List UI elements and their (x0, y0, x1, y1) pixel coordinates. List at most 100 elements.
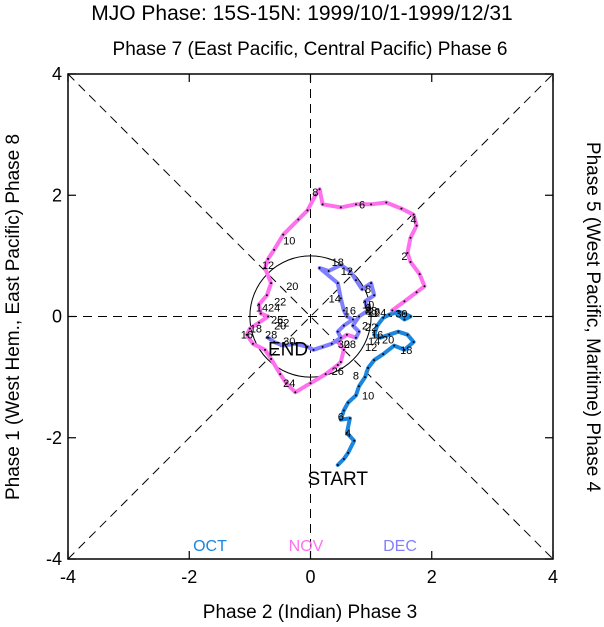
data-point (397, 310, 400, 313)
data-point (345, 333, 348, 336)
data-point (339, 418, 342, 421)
data-point (267, 315, 270, 318)
data-point (373, 359, 376, 362)
data-point (412, 340, 415, 343)
data-point (248, 327, 251, 330)
data-point (257, 303, 260, 306)
data-point (403, 348, 406, 351)
data-point (339, 336, 342, 339)
day-label: 12 (365, 342, 377, 354)
data-point (412, 213, 415, 216)
data-point (342, 324, 345, 327)
data-point (324, 373, 327, 376)
data-point (314, 194, 317, 197)
data-point (385, 201, 388, 204)
unit-circle (249, 255, 372, 378)
day-label: 28 (344, 339, 356, 351)
day-label: 6 (365, 302, 371, 314)
right-phase-label: Phase 5 (West Pacific, Maritime) Phase 4 (582, 142, 603, 493)
data-point (336, 464, 339, 467)
day-label: 18 (400, 345, 412, 357)
data-point (342, 457, 345, 460)
data-point (348, 417, 351, 420)
data-point (415, 224, 418, 227)
day-label: 14 (368, 336, 380, 348)
data-point (388, 313, 391, 316)
data-point (403, 312, 406, 315)
data-point (336, 282, 339, 285)
data-point (393, 344, 396, 347)
legend-item-nov: NOV (289, 538, 324, 555)
day-label: 2 (362, 321, 368, 333)
day-label: 30 (395, 308, 407, 320)
day-label: 16 (241, 330, 253, 342)
day-label: 4 (365, 305, 371, 317)
x-tick-label: -2 (181, 567, 197, 587)
data-point (347, 401, 350, 404)
day-label: 6 (359, 199, 365, 211)
data-point (354, 203, 357, 206)
data-point (367, 309, 370, 312)
day-label: 10 (362, 299, 374, 311)
day-label: 28 (265, 330, 277, 342)
data-point (267, 336, 270, 339)
data-point (397, 330, 400, 333)
data-point (294, 342, 297, 345)
day-label: 20 (382, 335, 394, 347)
data-point (285, 382, 288, 385)
data-point (339, 297, 342, 300)
data-point (353, 439, 356, 442)
data-point (382, 353, 385, 356)
data-point (282, 344, 285, 347)
day-label: 6 (338, 412, 344, 424)
data-point (273, 340, 276, 343)
start-label: START (308, 469, 369, 490)
data-point (321, 203, 324, 206)
data-point (339, 360, 342, 363)
data-point (348, 270, 351, 273)
left-phase-label: Phase 1 (West Hem., East Pacific) Phase … (3, 134, 24, 500)
day-label: 26 (271, 315, 283, 327)
day-label: 22 (274, 296, 286, 308)
data-point (364, 300, 367, 303)
top-phase-label: Phase 7 (East Pacific, Central Pacific) … (113, 39, 508, 60)
day-label: 16 (344, 305, 356, 317)
data-point (264, 348, 267, 351)
bottom-phase-label: Phase 2 (Indian) Phase 3 (203, 602, 417, 623)
data-point (376, 324, 379, 327)
day-label: 16 (371, 330, 383, 342)
data-point (245, 333, 248, 336)
data-point (342, 348, 345, 351)
data-point (354, 336, 357, 339)
day-label: 12 (262, 260, 274, 272)
day-label: 10 (362, 390, 374, 402)
data-point (370, 203, 373, 206)
data-point (373, 333, 376, 336)
end-label: END (268, 340, 308, 361)
day-label: 26 (368, 307, 380, 319)
day-label: 20 (286, 281, 298, 293)
legend-item-dec: DEC (383, 538, 417, 555)
day-label: 12 (341, 266, 353, 278)
data-point (406, 333, 409, 336)
day-label: 4 (345, 428, 351, 440)
chart-title: MJO Phase: 15S-15N: 1999/10/1-1999/12/31 (91, 2, 512, 25)
day-label: 18 (332, 257, 344, 269)
data-point (330, 342, 333, 345)
data-point (403, 300, 406, 303)
x-tick-label: -4 (60, 567, 76, 587)
data-point (257, 321, 260, 324)
day-label: 8 (365, 284, 371, 296)
data-point (273, 248, 276, 251)
x-tick-label: 0 (305, 567, 315, 587)
data-point (364, 376, 367, 379)
data-point (409, 260, 412, 263)
data-point (342, 309, 345, 312)
y-tick-label: -4 (46, 549, 62, 569)
data-point (409, 315, 412, 318)
data-point (267, 257, 270, 260)
data-point (339, 263, 342, 266)
